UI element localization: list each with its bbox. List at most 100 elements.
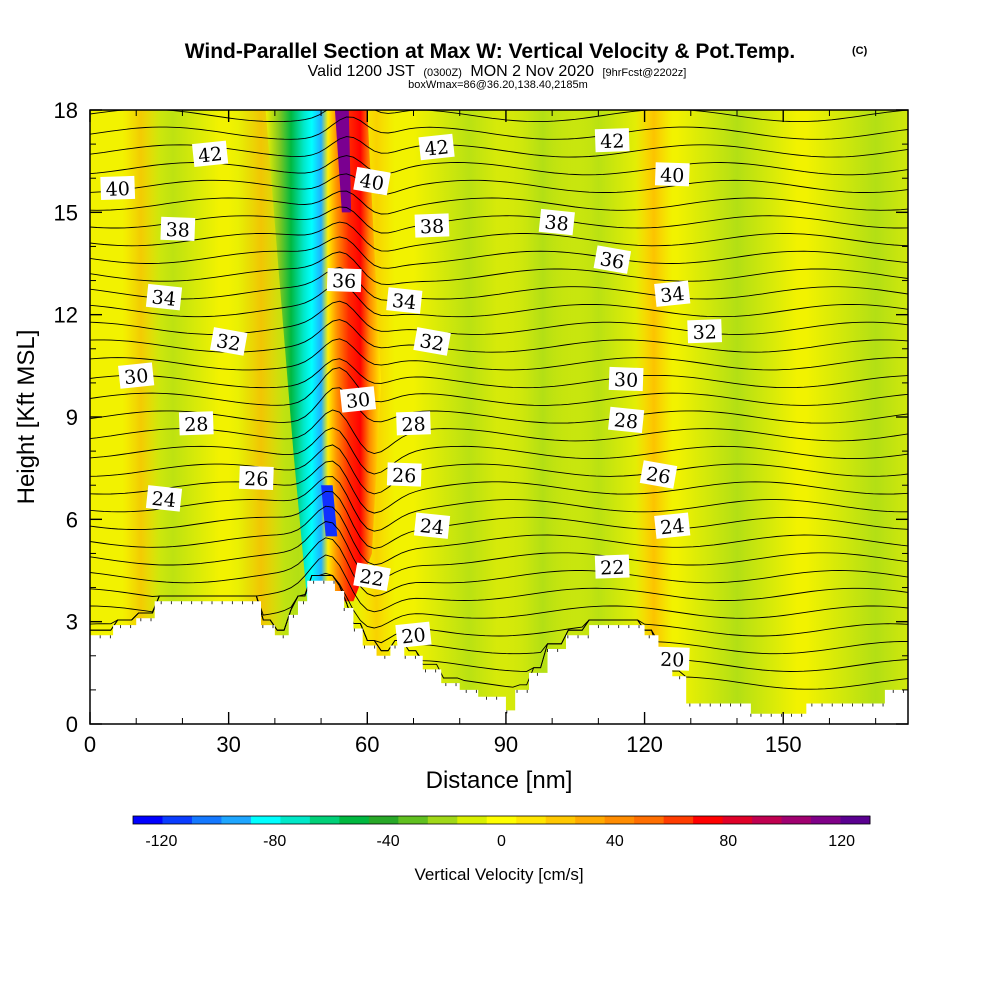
- theta-contour-label: 32: [209, 327, 248, 356]
- theta-contour-label: 30: [118, 362, 155, 389]
- colorbar-tick-label: 120: [828, 833, 855, 850]
- contour-label-text: 28: [613, 409, 639, 433]
- contour-label-box: [178, 411, 214, 436]
- theta-contour-label: 26: [639, 460, 678, 489]
- theta-contour-label: 32: [413, 327, 451, 356]
- contour-label-text: 30: [345, 389, 371, 413]
- colorbar-swatch: [427, 816, 458, 824]
- theta-contour-line: [90, 173, 908, 195]
- y-axis-label: Height [Kft MSL]: [13, 330, 40, 505]
- contour-label-text: 40: [660, 164, 685, 187]
- theta-contour-line: [90, 409, 908, 454]
- valid-date: MON 2 Nov 2020: [470, 63, 594, 80]
- contour-label-text: 32: [418, 330, 446, 356]
- theta-contour-label: 20: [654, 646, 690, 672]
- contour-label-box: [395, 621, 432, 649]
- theta-contour-label: 40: [654, 162, 690, 187]
- contour-label-box: [608, 366, 644, 392]
- colorbar-swatch: [309, 816, 340, 824]
- contour-label-text: 38: [420, 216, 445, 239]
- contour-label-box: [594, 128, 630, 153]
- theta-contour-label: 40: [100, 175, 136, 201]
- terrain-edge: [90, 580, 904, 717]
- contour-label-box: [639, 460, 678, 489]
- y-tick-label: 12: [54, 303, 78, 328]
- contour-label-box: [353, 166, 391, 196]
- colorbar-swatch: [250, 816, 281, 824]
- contour-label-text: 26: [392, 465, 417, 488]
- contour-label-text: 34: [659, 283, 685, 307]
- theta-contour-line: [90, 427, 908, 475]
- theta-contour-line: [90, 110, 908, 123]
- x-tick-label: 90: [494, 732, 518, 757]
- colorbar-swatch: [486, 816, 517, 824]
- contour-label-box: [594, 554, 630, 579]
- contour-label-text: 36: [598, 248, 626, 274]
- contour-label-box: [326, 267, 362, 293]
- colorbar-swatch: [516, 816, 547, 824]
- theta-contour-label: 34: [386, 287, 423, 314]
- colorbar-swatch: [133, 816, 163, 824]
- theta-contour-label: 42: [594, 128, 630, 153]
- downdraft-band: [806, 110, 908, 724]
- theta-contour-line: [90, 236, 908, 269]
- theta-contour-label: 22: [594, 554, 630, 580]
- x-tick-label: 120: [626, 732, 663, 757]
- updraft-core: [334, 110, 352, 213]
- y-tick-label: 6: [66, 507, 78, 532]
- colorbar-swatch: [575, 816, 606, 824]
- theta-contour-label: 34: [145, 283, 183, 311]
- x-tick-label: 150: [765, 732, 802, 757]
- theta-contour-label: 38: [414, 213, 450, 239]
- contour-label-box: [353, 562, 391, 592]
- colorbar-swatch: [781, 816, 812, 824]
- theta-contour-label: 36: [593, 245, 632, 274]
- y-tick-label: 9: [66, 405, 78, 430]
- x-axis: 0 30 60 90 120 150: [84, 110, 877, 757]
- contour-label-box: [386, 462, 422, 487]
- contour-label-text: 28: [184, 413, 209, 436]
- theta-contour-label: 28: [396, 411, 431, 436]
- contour-label-text: 26: [644, 463, 672, 489]
- contour-label-box: [654, 512, 691, 539]
- colorbar-swatch: [604, 816, 635, 824]
- colorbar-swatch: [280, 816, 311, 824]
- y-tick-label: 0: [66, 712, 78, 737]
- contour-label-text: 38: [165, 219, 190, 242]
- colorbar-tick-label: 40: [606, 833, 624, 850]
- colorbar-swatch: [368, 816, 399, 824]
- theta-contour-label: 26: [238, 465, 274, 491]
- colorbar-frame: [132, 815, 871, 825]
- contour-label-box: [191, 140, 229, 168]
- colorbar-swatch: [840, 816, 871, 824]
- contour-label-box: [418, 133, 455, 161]
- theta-contour-label: 34: [654, 280, 691, 307]
- theta-contour-line: [90, 206, 908, 234]
- colorbar-swatch: [339, 816, 370, 824]
- theta-contour-line: [90, 444, 908, 495]
- contour-label-text: 40: [105, 178, 130, 201]
- terrain-mask: [90, 580, 908, 724]
- theta-contour-label: 28: [178, 411, 214, 436]
- contour-label-box: [414, 213, 450, 238]
- x-tick-label: 30: [216, 732, 240, 757]
- contour-label-box: [209, 327, 248, 356]
- contour-label-box: [413, 512, 451, 539]
- theta-contour-line: [90, 190, 908, 215]
- theta-contour-line: [90, 338, 908, 371]
- theta-contour-label: 28: [608, 406, 645, 434]
- contour-label-text: 36: [332, 270, 357, 293]
- theta-contour-label: 40: [353, 166, 391, 196]
- theta-contour-line: [90, 554, 908, 613]
- theta-contour-label: 20: [395, 621, 432, 649]
- chart-title: Wind-Parallel Section at Max W: Vertical…: [185, 40, 796, 63]
- contour-label-text: 30: [123, 365, 149, 389]
- theta-contour-label: 24: [145, 485, 183, 512]
- chart-subtitle: Valid 1200 JST (0300Z) MON 2 Nov 2020 [9…: [308, 63, 687, 80]
- contour-label-box: [654, 280, 691, 307]
- contour-label-text: 24: [659, 515, 685, 539]
- theta-contour-label: 30: [339, 386, 377, 413]
- colorbar-swatch: [663, 816, 694, 824]
- contour-label-text: 34: [391, 290, 417, 314]
- colorbar-swatch: [811, 816, 842, 824]
